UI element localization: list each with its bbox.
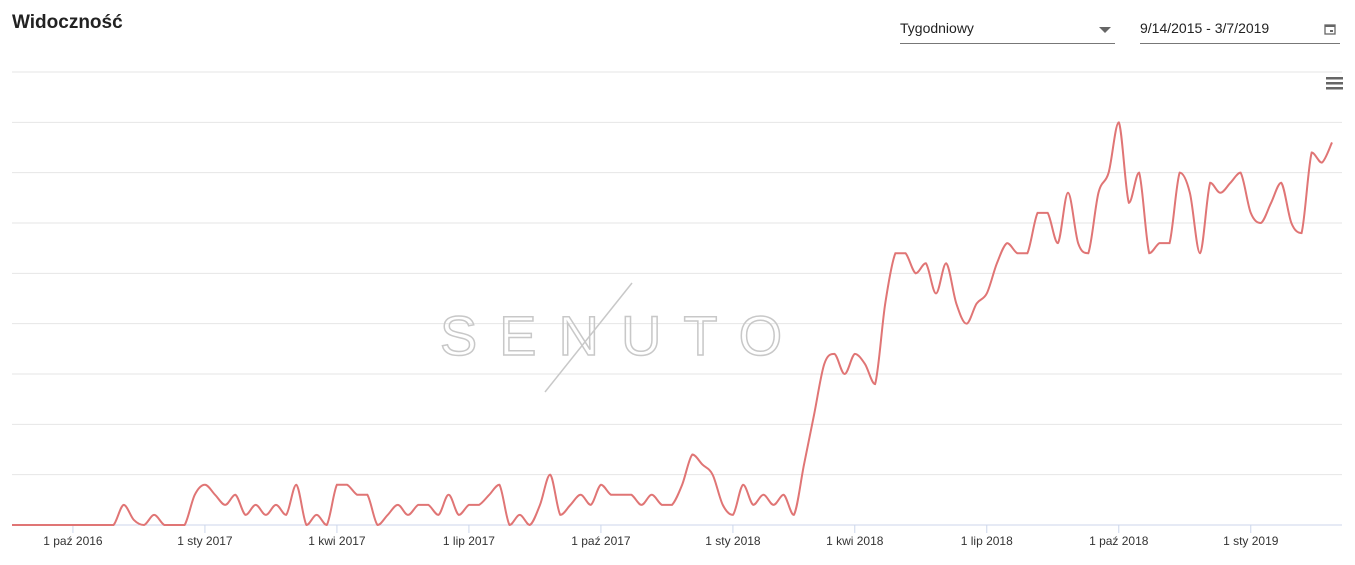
watermark: SENUTO xyxy=(440,304,804,367)
x-tick-label: 1 paź 2018 xyxy=(1089,534,1149,548)
date-range-value: 9/14/2015 - 3/7/2019 xyxy=(1140,20,1270,36)
x-tick-label: 1 kwi 2018 xyxy=(826,534,884,548)
x-tick-label: 1 paź 2017 xyxy=(571,534,631,548)
plot: 1 paź 2016 1 sty 2017 1 kwi 2017 1 lip 2017… xyxy=(12,71,1342,548)
menu-icon[interactable] xyxy=(1326,77,1343,90)
interval-value: Tygodniowy xyxy=(900,20,974,36)
interval-select[interactable]: Tygodniowy xyxy=(900,20,1115,44)
x-tick-label: 1 sty 2019 xyxy=(1223,534,1279,548)
x-tick-label: 1 lip 2017 xyxy=(443,534,495,548)
x-tick-label: 1 sty 2018 xyxy=(705,534,761,548)
watermark-slash xyxy=(544,282,633,393)
x-tick-label: 1 kwi 2017 xyxy=(308,534,366,548)
date-range-input[interactable]: 9/14/2015 - 3/7/2019 xyxy=(1140,20,1340,44)
title: Widoczność xyxy=(12,12,123,33)
series-line xyxy=(12,121,1333,527)
x-tick-label: 1 lip 2018 xyxy=(961,534,1013,548)
dropdown-arrow xyxy=(1099,27,1111,33)
x-tick-label: 1 sty 2017 xyxy=(177,534,233,548)
x-tick-label: 1 paź 2016 xyxy=(43,534,103,548)
calendar-icon xyxy=(1324,24,1336,35)
